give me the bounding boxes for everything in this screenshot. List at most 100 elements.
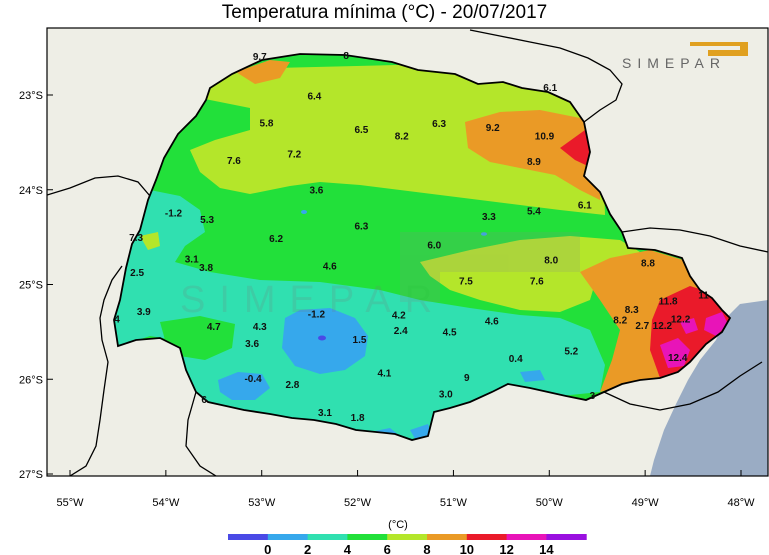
station-value: 2.8 (285, 380, 299, 391)
station-value: 12.4 (668, 353, 688, 364)
temperature-field (114, 54, 730, 440)
station-value: 4.6 (323, 261, 337, 272)
colorbar-tick-label: 14 (539, 542, 554, 555)
station-value: 2.4 (394, 326, 408, 337)
x-tick-label: 49°W (632, 497, 660, 509)
station-value: 5.3 (200, 215, 214, 226)
station-value: 9.7 (253, 52, 267, 63)
colorbar-segment (387, 534, 428, 540)
y-axis: 23°S 24°S 25°S 26°S 27°S (19, 90, 53, 481)
map-title: Temperatura mínima (°C) - 20/07/2017 (221, 2, 548, 23)
colorbar-segment (228, 534, 269, 540)
station-value: 1.8 (351, 413, 365, 424)
colorbar-segment (307, 534, 348, 540)
station-value: -0.4 (244, 374, 262, 385)
station-labels: 9.7 8 6.1 6.4 5.8 6.5 8.2 6.3 9.2 10.9 7.6 7.2 8.9 3.… (114, 51, 709, 424)
station-value: 6.4 (307, 92, 321, 103)
colorbar-segment (546, 534, 587, 540)
ocean-area (650, 300, 768, 476)
colorbar-segment (427, 534, 468, 540)
watermark-text: SIMEPAR (180, 279, 446, 321)
x-axis: 55°W 54°W 53°W 52°W 51°W 50°W 49°W 48°W (56, 470, 755, 509)
y-tick-label: 23°S (19, 90, 43, 102)
station-value: 3.3 (482, 212, 496, 223)
y-tick-label: 27°S (19, 469, 43, 481)
station-value: 8.8 (641, 259, 655, 270)
x-tick-label: 54°W (152, 497, 180, 509)
station-value: 7.6 (530, 277, 544, 288)
station-value: 2.7 (635, 321, 649, 332)
station-value: 10.9 (535, 132, 555, 143)
station-value: -1.2 (165, 208, 183, 219)
station-value: 4.5 (443, 328, 457, 339)
station-value: 3.8 (199, 263, 213, 274)
station-value: 9.2 (486, 123, 500, 134)
y-tick-label: 26°S (19, 374, 43, 386)
station-value: 3.0 (439, 389, 453, 400)
station-value: 5.8 (260, 118, 274, 129)
x-tick-label: 48°W (727, 497, 755, 509)
station-value: 12.2 (653, 321, 673, 332)
station-value: 6.3 (432, 119, 446, 130)
station-value: 7.2 (287, 150, 301, 161)
station-value: 4.6 (485, 316, 499, 327)
international-border (69, 265, 123, 476)
station-value: 5.4 (527, 206, 541, 217)
colorbar-tick-label: 10 (460, 542, 474, 555)
colorbar-unit: (°C) (388, 519, 408, 531)
colorbar-segment (267, 534, 309, 540)
station-value: 6 (201, 395, 207, 406)
y-tick-label: 25°S (19, 280, 43, 292)
station-value: 6.1 (578, 201, 592, 212)
colorbar-tick-label: 4 (344, 542, 352, 555)
station-value: 7.3 (129, 233, 143, 244)
station-value: 11 (698, 291, 709, 302)
state-border (469, 29, 623, 123)
plot-frame (46, 27, 769, 477)
station-value: 6.5 (354, 125, 368, 136)
colorbar-segment (506, 534, 547, 540)
station-value: 6.0 (427, 241, 441, 252)
state-border (185, 391, 217, 476)
station-value: 12.2 (671, 314, 691, 325)
station-value: 8.3 (625, 305, 639, 316)
station-value: 8.2 (395, 132, 409, 143)
colorbar-tick-label: 0 (264, 542, 271, 555)
station-value: 3.9 (137, 307, 151, 318)
x-tick-label: 51°W (440, 497, 468, 509)
colorbar-tick-label: 6 (384, 542, 391, 555)
simepar-watermark: SIMEPAR (180, 232, 580, 321)
station-value: 8 (343, 51, 349, 62)
station-value: 1.5 (353, 335, 367, 346)
international-border (47, 175, 151, 197)
station-value: 3.1 (318, 408, 332, 419)
station-value: 4.2 (392, 311, 406, 322)
station-value: 3 (590, 391, 596, 402)
colorbar-segment (347, 534, 388, 540)
colorbar-segment (466, 534, 508, 540)
station-value: 6.1 (543, 83, 557, 94)
station-value: 6.3 (354, 222, 368, 233)
station-value: -1.2 (308, 310, 326, 321)
station-value: 8.9 (527, 157, 541, 168)
x-tick-label: 55°W (56, 497, 84, 509)
station-value: 4.7 (207, 322, 221, 333)
simepar-logo: SIMEPAR (622, 42, 748, 71)
y-tick-label: 24°S (19, 185, 43, 197)
state-border (603, 361, 763, 411)
x-tick-label: 53°W (248, 497, 276, 509)
logo-text: SIMEPAR (622, 55, 726, 71)
x-tick-label: 50°W (536, 497, 564, 509)
station-value: 8.2 (613, 315, 627, 326)
station-value: 7.5 (459, 277, 473, 288)
colorbar-tick-label: 8 (423, 542, 430, 555)
station-value: 9 (464, 373, 470, 384)
station-value: 4.3 (253, 322, 267, 333)
station-value: 2.5 (130, 268, 144, 279)
x-tick-label: 52°W (344, 497, 372, 509)
colorbar-tick-label: 12 (499, 542, 513, 555)
station-value: 4 (114, 314, 120, 325)
station-value: 3.6 (245, 339, 259, 350)
colorbar: 0 2 4 6 8 10 12 14 (228, 534, 587, 555)
